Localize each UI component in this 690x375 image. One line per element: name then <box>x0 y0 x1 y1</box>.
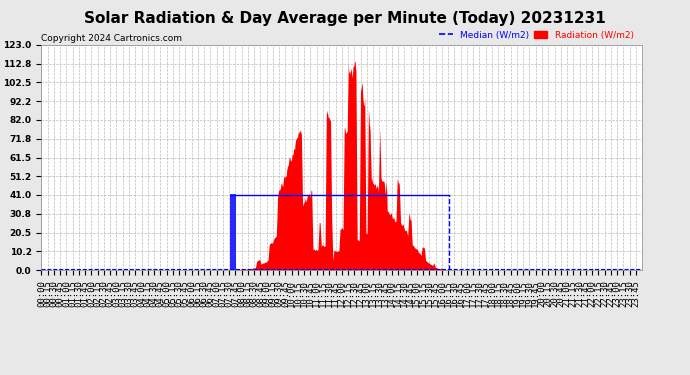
Text: Copyright 2024 Cartronics.com: Copyright 2024 Cartronics.com <box>41 34 182 43</box>
Legend: Median (W/m2), Radiation (W/m2): Median (W/m2), Radiation (W/m2) <box>436 27 637 43</box>
Text: Solar Radiation & Day Average per Minute (Today) 20231231: Solar Radiation & Day Average per Minute… <box>84 11 606 26</box>
